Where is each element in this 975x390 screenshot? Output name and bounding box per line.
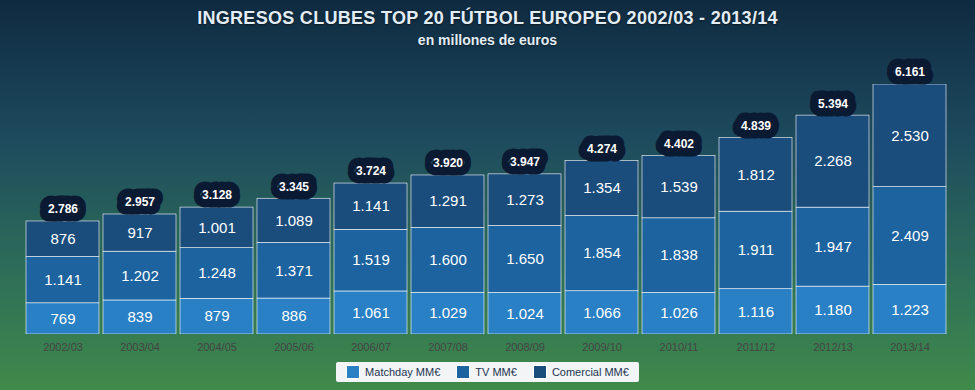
svg-text:1.141: 1.141 <box>352 197 390 214</box>
svg-text:1.354: 1.354 <box>583 179 621 196</box>
svg-text:1.371: 1.371 <box>275 262 313 279</box>
svg-text:2.957: 2.957 <box>125 195 155 209</box>
svg-text:6.161: 6.161 <box>895 65 925 79</box>
svg-text:1.141: 1.141 <box>44 271 82 288</box>
svg-text:1.001: 1.001 <box>198 219 236 236</box>
svg-text:886: 886 <box>281 307 306 324</box>
svg-text:1.519: 1.519 <box>352 251 390 268</box>
svg-text:2007/08: 2007/08 <box>428 341 468 353</box>
svg-text:769: 769 <box>50 310 75 327</box>
svg-text:1.089: 1.089 <box>275 212 313 229</box>
svg-text:3.724: 3.724 <box>356 164 386 178</box>
svg-text:3.920: 3.920 <box>433 156 463 170</box>
svg-text:1.947: 1.947 <box>814 238 852 255</box>
svg-text:2.409: 2.409 <box>891 227 929 244</box>
svg-text:2002/03: 2002/03 <box>43 341 83 353</box>
svg-text:2.530: 2.530 <box>891 127 929 144</box>
svg-text:4.274: 4.274 <box>587 142 617 156</box>
svg-text:1.223: 1.223 <box>891 300 929 317</box>
html-text:Comercial MM€: Comercial MM€ <box>551 366 629 378</box>
html-text:Matchday MM€: Matchday MM€ <box>365 366 441 378</box>
html-text:TV MM€: TV MM€ <box>475 366 517 378</box>
svg-text:1.029: 1.029 <box>429 304 467 321</box>
svg-text:2006/07: 2006/07 <box>351 341 391 353</box>
html-text:en millones de euros: en millones de euros <box>417 32 558 48</box>
svg-text:1.248: 1.248 <box>198 264 236 281</box>
svg-text:3.345: 3.345 <box>279 180 309 194</box>
svg-text:1.273: 1.273 <box>506 191 544 208</box>
svg-text:2010/11: 2010/11 <box>660 341 699 353</box>
svg-text:839: 839 <box>127 308 152 325</box>
svg-text:876: 876 <box>50 230 75 247</box>
svg-text:3.947: 3.947 <box>510 155 540 169</box>
svg-text:1.854: 1.854 <box>583 244 621 261</box>
svg-text:1.066: 1.066 <box>583 304 621 321</box>
svg-text:917: 917 <box>127 224 152 241</box>
svg-text:2011/12: 2011/12 <box>737 341 776 353</box>
svg-text:1.116: 1.116 <box>738 303 774 320</box>
svg-text:1.291: 1.291 <box>429 192 467 209</box>
svg-text:2012/13: 2012/13 <box>813 341 853 353</box>
html-text:INGRESOS CLUBES TOP 20 FÚTBOL: INGRESOS CLUBES TOP 20 FÚTBOL EUROPEO 20… <box>197 8 778 28</box>
svg-text:1.911: 1.911 <box>738 241 774 258</box>
svg-text:2003/04: 2003/04 <box>120 341 160 353</box>
svg-text:3.128: 3.128 <box>202 188 232 202</box>
svg-text:1.600: 1.600 <box>429 251 467 268</box>
svg-text:5.394: 5.394 <box>818 96 848 110</box>
svg-text:1.026: 1.026 <box>660 304 698 321</box>
svg-text:2.786: 2.786 <box>48 202 78 216</box>
svg-text:2005/06: 2005/06 <box>274 341 314 353</box>
svg-text:879: 879 <box>204 307 229 324</box>
svg-text:2008/09: 2008/09 <box>505 341 545 353</box>
svg-text:2004/05: 2004/05 <box>197 341 237 353</box>
svg-text:1.650: 1.650 <box>506 250 544 267</box>
svg-text:1.838: 1.838 <box>660 246 698 263</box>
svg-text:4.839: 4.839 <box>741 119 771 133</box>
svg-text:2009/10: 2009/10 <box>582 341 622 353</box>
svg-text:1.024: 1.024 <box>506 305 544 322</box>
svg-text:1.180: 1.180 <box>814 301 852 318</box>
svg-text:1.539: 1.539 <box>660 178 698 195</box>
svg-text:4.402: 4.402 <box>664 137 694 151</box>
svg-text:1.202: 1.202 <box>121 267 159 284</box>
svg-text:2013/14: 2013/14 <box>890 341 930 353</box>
svg-text:1.812: 1.812 <box>737 166 775 183</box>
svg-text:2.268: 2.268 <box>814 152 852 169</box>
svg-text:1.061: 1.061 <box>352 304 390 321</box>
